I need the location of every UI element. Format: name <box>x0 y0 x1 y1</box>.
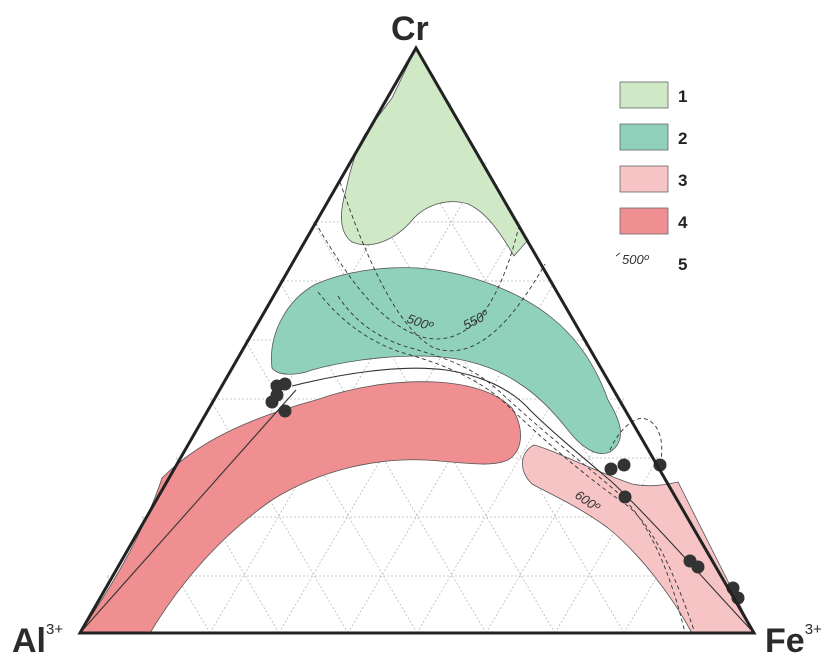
legend-swatch-3 <box>619 165 669 193</box>
legend-label-1: 1 <box>678 87 687 106</box>
data-point <box>618 490 632 504</box>
data-point <box>691 560 705 574</box>
data-point <box>270 379 284 393</box>
apex-fe-superscript: 3+ <box>805 621 822 638</box>
legend-label-5: 5 <box>678 255 687 274</box>
field-3-region <box>522 444 755 634</box>
data-point <box>278 404 292 418</box>
field-2-region <box>271 267 621 454</box>
triangle-frame <box>77 44 757 635</box>
legend: 1 2 3 4 500º 5 <box>615 81 688 274</box>
data-point <box>604 462 618 476</box>
apex-label-fe: Fe3+ <box>765 621 822 659</box>
apex-label-al: Al3+ <box>12 621 63 659</box>
data-point <box>617 458 631 472</box>
legend-isotherm-sample: 500º <box>622 252 650 267</box>
boundary-lines <box>79 367 755 634</box>
legend-swatch-4 <box>619 207 669 235</box>
legend-swatch-2 <box>619 123 669 151</box>
field-4-region <box>79 381 521 634</box>
isotherm-curves <box>314 181 696 634</box>
apex-label-cr: Cr <box>391 10 429 48</box>
data-point <box>265 395 279 409</box>
legend-swatch-1 <box>619 81 669 109</box>
legend-label-3: 3 <box>678 171 687 190</box>
legend-label-2: 2 <box>678 129 687 148</box>
legend-isotherm-sample-line <box>615 252 621 257</box>
field-1-region <box>341 47 529 257</box>
legend-label-4: 4 <box>678 213 688 232</box>
apex-al-superscript: 3+ <box>46 621 63 638</box>
